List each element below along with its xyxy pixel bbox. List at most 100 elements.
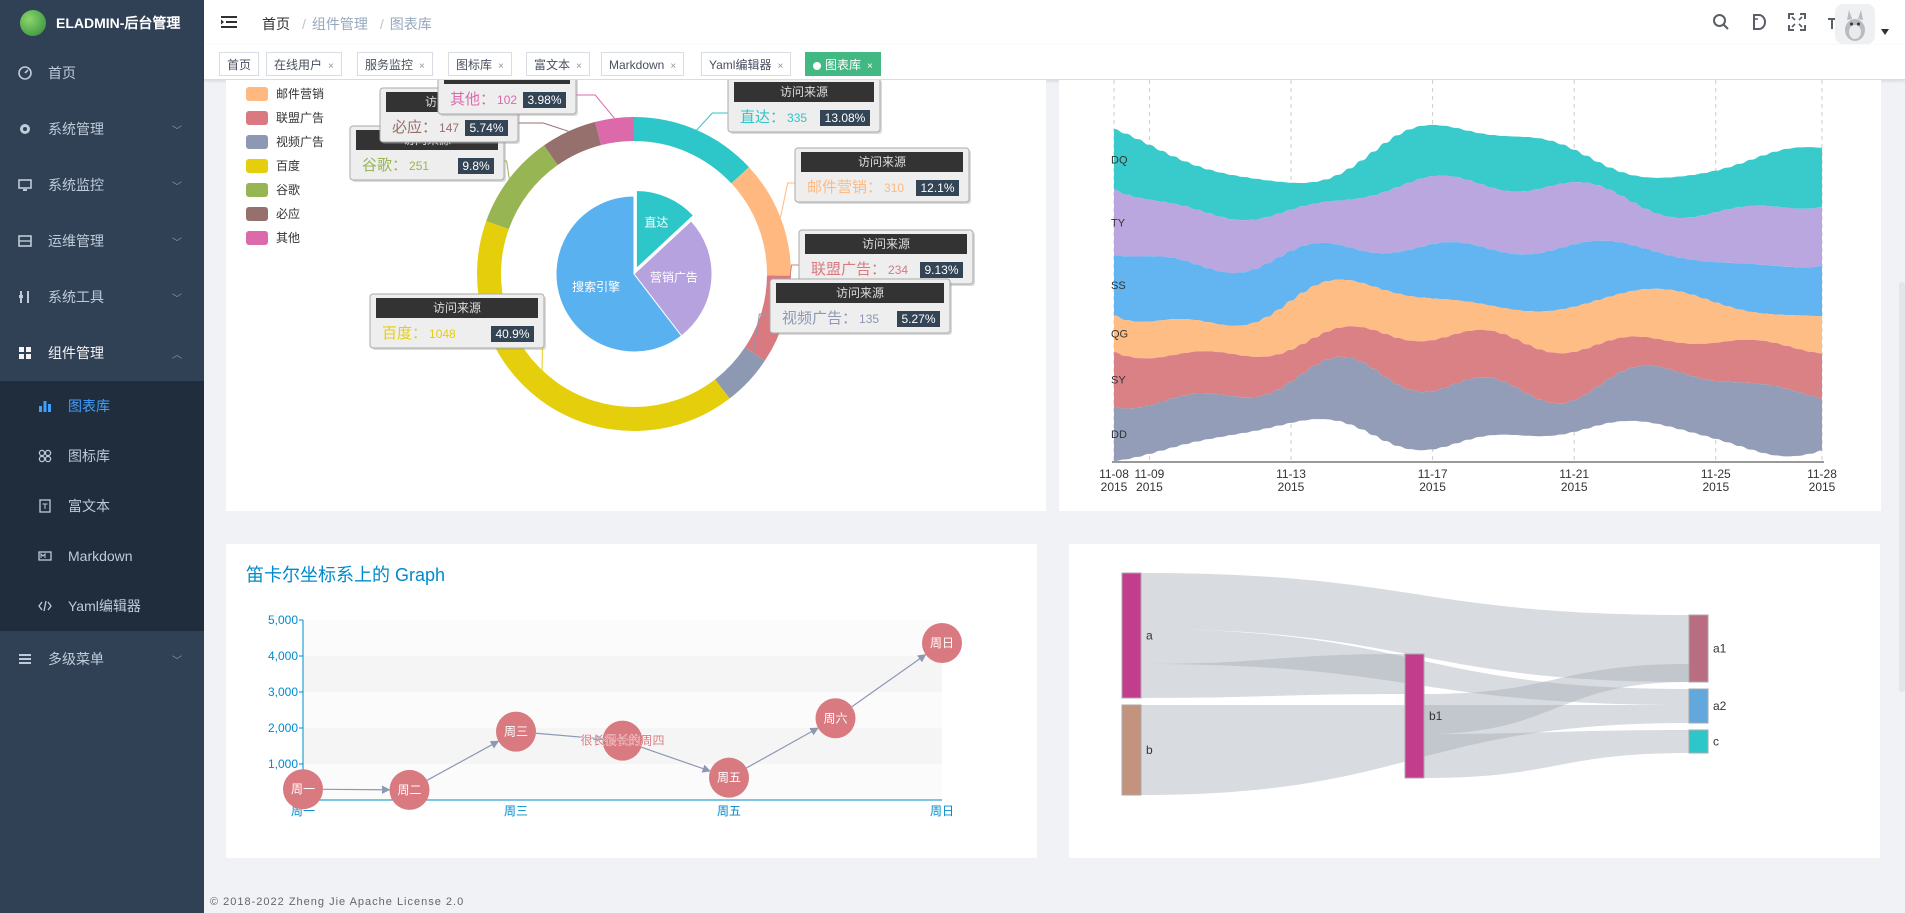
tag-home[interactable]: 首页 <box>219 52 260 76</box>
tooltip-percent: 40.9% <box>495 327 529 341</box>
sidebar-item-home[interactable]: 首页 <box>0 45 204 101</box>
logo[interactable]: ELADMIN-后台管理 <box>0 0 204 45</box>
tag-yaml[interactable]: Yaml编辑器 × <box>701 52 792 76</box>
components-submenu: 图表库 图标库 富文本 Markdown Yaml编辑器 <box>0 381 204 631</box>
tooltip-percent: 9.13% <box>924 263 958 277</box>
tooltip-percent: 5.27% <box>901 312 935 326</box>
sidebar-item-multilevel[interactable]: 多级菜单 ﹀ <box>0 631 204 687</box>
river-tick-year: 2015 <box>1702 480 1729 494</box>
sankey-node <box>1688 688 1709 724</box>
sidebar-item-system[interactable]: 系统管理 ﹀ <box>0 101 204 157</box>
sidebar-item-monitor[interactable]: 系统监控 ﹀ <box>0 157 204 213</box>
pie-outer-slice <box>595 117 634 146</box>
sankey-link <box>1424 664 1689 734</box>
tooltip-name: 直达： 335 <box>740 109 807 126</box>
graph-node-label: 周六 <box>823 711 847 725</box>
chevron-down-icon: ﹀ <box>172 293 182 305</box>
pie-inner-label: 营销广告 <box>650 270 698 284</box>
tooltip-percent-bg <box>920 262 963 278</box>
sidebar-item-label: 系统管理 <box>48 121 104 137</box>
pie-inner-slice <box>635 189 695 270</box>
tooltip-percent-bg <box>465 120 508 136</box>
pie-inner-slice <box>555 195 683 353</box>
breadcrumb-home[interactable]: 首页 <box>262 16 290 32</box>
tag-label: 图标库 <box>456 58 493 72</box>
tooltip-percent: 13.08% <box>825 111 866 125</box>
sidebar-item-yaml[interactable]: Yaml编辑器 <box>0 581 204 631</box>
close-icon[interactable]: × <box>777 61 784 72</box>
icon-library-icon <box>38 449 52 463</box>
breadcrumb-level1[interactable]: 组件管理 <box>311 16 368 32</box>
pie-outer-slice <box>477 220 730 431</box>
sankey-node <box>1688 614 1709 683</box>
chevron-down-icon: ﹀ <box>172 181 182 193</box>
tooltip-header <box>734 82 874 102</box>
tag-icons[interactable]: 图标库 × <box>448 52 512 76</box>
tag-label: 服务监控 <box>365 58 414 72</box>
avatar[interactable] <box>1835 4 1875 44</box>
close-icon[interactable]: × <box>670 61 677 72</box>
sidebar-item-ops[interactable]: 运维管理 ﹀ <box>0 213 204 269</box>
sankey-node-label: a2 <box>1713 699 1727 713</box>
tooltip-name: 谷歌： 251 <box>362 157 429 174</box>
sidebar-item-label: 图表库 <box>68 398 110 414</box>
sankey-link <box>1141 573 1689 682</box>
legend-label: 谷歌 <box>276 182 300 197</box>
graph-x-tick: 周三 <box>504 804 528 818</box>
sankey-chart: a b a1 a2 b1 c <box>1121 572 1727 796</box>
search-icon[interactable] <box>1711 12 1731 32</box>
close-icon[interactable]: × <box>328 61 334 72</box>
sidebar-item-richtext[interactable]: 富文本 <box>0 481 204 531</box>
graph-y-tick: 3,000 <box>268 685 298 699</box>
fullscreen-icon[interactable] <box>1787 12 1807 32</box>
legend-swatch <box>246 183 268 197</box>
graph-node <box>389 769 430 810</box>
sidebar-item-label: 系统监控 <box>48 177 104 193</box>
tag-server-monitor[interactable]: 服务监控 × <box>357 52 433 76</box>
chevron-down-icon: ﹀ <box>172 655 182 667</box>
pie-label-line <box>504 160 510 179</box>
river-tick-date: 11-21 <box>1559 467 1589 481</box>
document-icon <box>38 499 52 513</box>
sidebar-item-markdown[interactable]: Markdown <box>0 531 204 581</box>
tag-charts[interactable]: 图表库 × <box>805 52 881 76</box>
sidebar-item-tools[interactable]: 系统工具 ﹀ <box>0 269 204 325</box>
code-icon <box>38 599 52 613</box>
tooltip-header <box>776 283 944 303</box>
pie-inner-slice <box>633 220 713 337</box>
close-icon[interactable]: × <box>419 61 425 72</box>
tag-markdown[interactable]: Markdown × <box>601 52 685 76</box>
scrollbar-thumb[interactable] <box>1899 282 1905 692</box>
sidebar-item-label: Markdown <box>68 548 133 564</box>
navbar: 首页 / 组件管理 / 图表库 <box>204 0 1905 45</box>
docs-icon[interactable] <box>1749 12 1769 32</box>
graph-node <box>283 769 323 810</box>
sidebar-item-charts[interactable]: 图表库 <box>0 381 204 431</box>
font-size-icon[interactable] <box>1825 12 1845 32</box>
graph-node <box>922 623 962 664</box>
close-icon[interactable]: × <box>576 61 582 72</box>
sankey-node <box>1121 572 1142 699</box>
river-tick-date: 11-09 <box>1134 467 1164 481</box>
graph-node <box>815 698 856 739</box>
graph-node-label: 周二 <box>397 783 421 797</box>
caret-down-icon[interactable] <box>1875 22 1895 42</box>
tag-online-users[interactable]: 在线用户 × <box>266 52 342 76</box>
tag-richtext[interactable]: 富文本 × <box>526 52 590 76</box>
graph-edge <box>426 740 500 781</box>
legend-label: 联盟广告 <box>276 111 324 125</box>
close-icon[interactable]: × <box>867 61 873 72</box>
river-tick-date: 11-08 <box>1099 467 1129 481</box>
sidebar-item-components[interactable]: 组件管理 ︿ <box>0 325 204 381</box>
river-stream <box>1114 356 1822 462</box>
sankey-node <box>1121 704 1142 796</box>
sidebar-item-icons[interactable]: 图标库 <box>0 431 204 481</box>
grid-band <box>303 656 942 692</box>
sankey-link <box>1141 654 1405 698</box>
graph-node-label: 周五 <box>717 771 741 785</box>
hamburger-icon[interactable] <box>220 13 238 31</box>
tooltip-header <box>444 80 570 84</box>
sankey-node <box>1688 729 1709 754</box>
graph-node-label: 周一 <box>291 782 315 796</box>
close-icon[interactable]: × <box>498 61 504 72</box>
